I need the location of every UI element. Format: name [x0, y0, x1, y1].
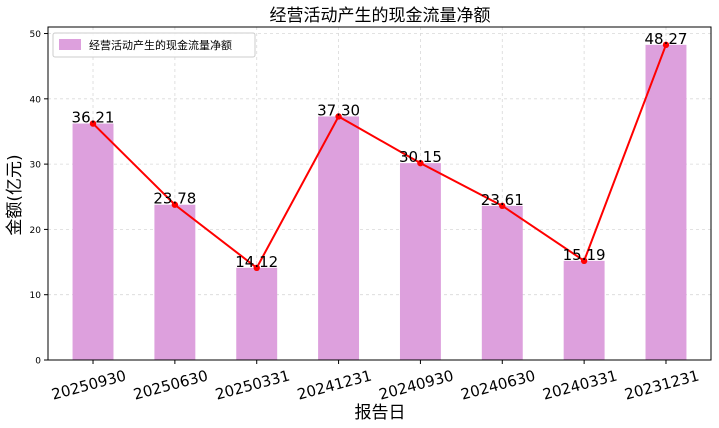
y-tick-label: 10: [30, 291, 42, 301]
data-label: 37.30: [317, 101, 360, 119]
line-point: [253, 264, 260, 272]
x-tick-label: 20240630: [459, 366, 537, 403]
y-tick-label: 30: [30, 161, 42, 171]
chart-title: 经营活动产生的现金流量净额: [270, 6, 491, 26]
line-point: [580, 257, 588, 265]
x-tick-label: 20250331: [213, 366, 291, 403]
data-label: 23.78: [153, 190, 196, 208]
x-tick-label: 20241231: [295, 366, 373, 403]
x-axis-label: 报告日: [355, 403, 406, 423]
legend: 经营活动产生的现金流量净额: [52, 32, 256, 58]
bar: [645, 44, 687, 361]
line-point: [662, 41, 670, 49]
y-tick-label: 20: [30, 226, 42, 236]
grid: [48, 27, 711, 361]
legend-box: [52, 32, 256, 58]
bar: [318, 116, 360, 360]
line-point: [89, 120, 97, 127]
y-axis: 0 10 20 30 40 50: [30, 30, 48, 367]
y-tick-label: 0: [35, 357, 41, 367]
x-axis: 20250930 20250630 20250331 20241231 20240930…: [50, 360, 701, 404]
data-label: 15.19: [563, 246, 606, 264]
data-label: 23.61: [481, 191, 524, 209]
x-tick-label: 20240930: [377, 366, 455, 403]
bar: [154, 204, 196, 360]
data-labels: 36.21 23.78 14.12 37.30 30.15 23.61 15.19 48.27: [72, 30, 688, 271]
data-label: 36.21: [72, 109, 115, 127]
data-label: 48.27: [645, 30, 688, 48]
y-tick-label: 40: [30, 95, 42, 105]
bar: [72, 123, 114, 360]
x-tick-label: 20231231: [623, 366, 701, 403]
line-point: [499, 202, 506, 210]
bars: [72, 44, 687, 361]
line-point: [335, 113, 342, 120]
bar: [563, 260, 605, 360]
x-tick-label: 20250930: [50, 366, 128, 403]
plot-frame: [47, 26, 712, 361]
y-axis-label: 金额(亿元): [5, 154, 25, 235]
line-point: [171, 201, 179, 208]
data-label: 14.12: [235, 253, 278, 271]
series-polyline: [92, 44, 667, 270]
series-line: [89, 41, 670, 272]
legend-label: 经营活动产生的现金流量净额: [89, 38, 232, 52]
x-tick-label: 20240331: [541, 366, 619, 403]
line-point: [417, 159, 424, 167]
bar: [399, 163, 441, 360]
bar: [481, 205, 523, 360]
y-tick-label: 50: [30, 30, 42, 40]
bar: [236, 267, 278, 360]
legend-swatch: [59, 39, 81, 50]
data-label: 30.15: [399, 148, 442, 166]
x-tick-label: 20250630: [131, 366, 209, 403]
